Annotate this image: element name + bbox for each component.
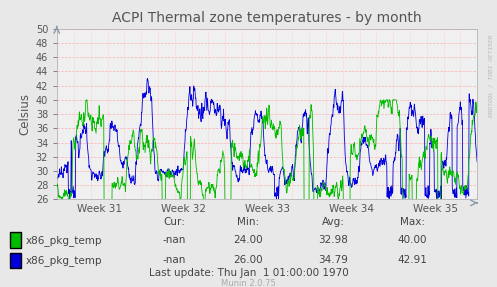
Text: Cur:: Cur: — [163, 217, 185, 227]
Text: -nan: -nan — [162, 234, 186, 245]
Text: 42.91: 42.91 — [398, 255, 427, 265]
Text: Munin 2.0.75: Munin 2.0.75 — [221, 279, 276, 287]
Text: -nan: -nan — [162, 255, 186, 265]
Text: x86_pkg_temp: x86_pkg_temp — [26, 235, 102, 246]
Text: x86_pkg_temp: x86_pkg_temp — [26, 255, 102, 266]
Text: 32.98: 32.98 — [318, 234, 348, 245]
Y-axis label: Celsius: Celsius — [18, 93, 32, 135]
Text: 40.00: 40.00 — [398, 234, 427, 245]
Text: RRDTOOL / TOBI OETIKER: RRDTOOL / TOBI OETIKER — [488, 34, 493, 117]
Text: Min:: Min: — [238, 217, 259, 227]
Text: Avg:: Avg: — [322, 217, 344, 227]
Text: Last update: Thu Jan  1 01:00:00 1970: Last update: Thu Jan 1 01:00:00 1970 — [149, 268, 348, 278]
Text: Max:: Max: — [400, 217, 425, 227]
Text: 24.00: 24.00 — [234, 234, 263, 245]
Title: ACPI Thermal zone temperatures - by month: ACPI Thermal zone temperatures - by mont… — [112, 11, 422, 25]
Text: 34.79: 34.79 — [318, 255, 348, 265]
Text: 26.00: 26.00 — [234, 255, 263, 265]
